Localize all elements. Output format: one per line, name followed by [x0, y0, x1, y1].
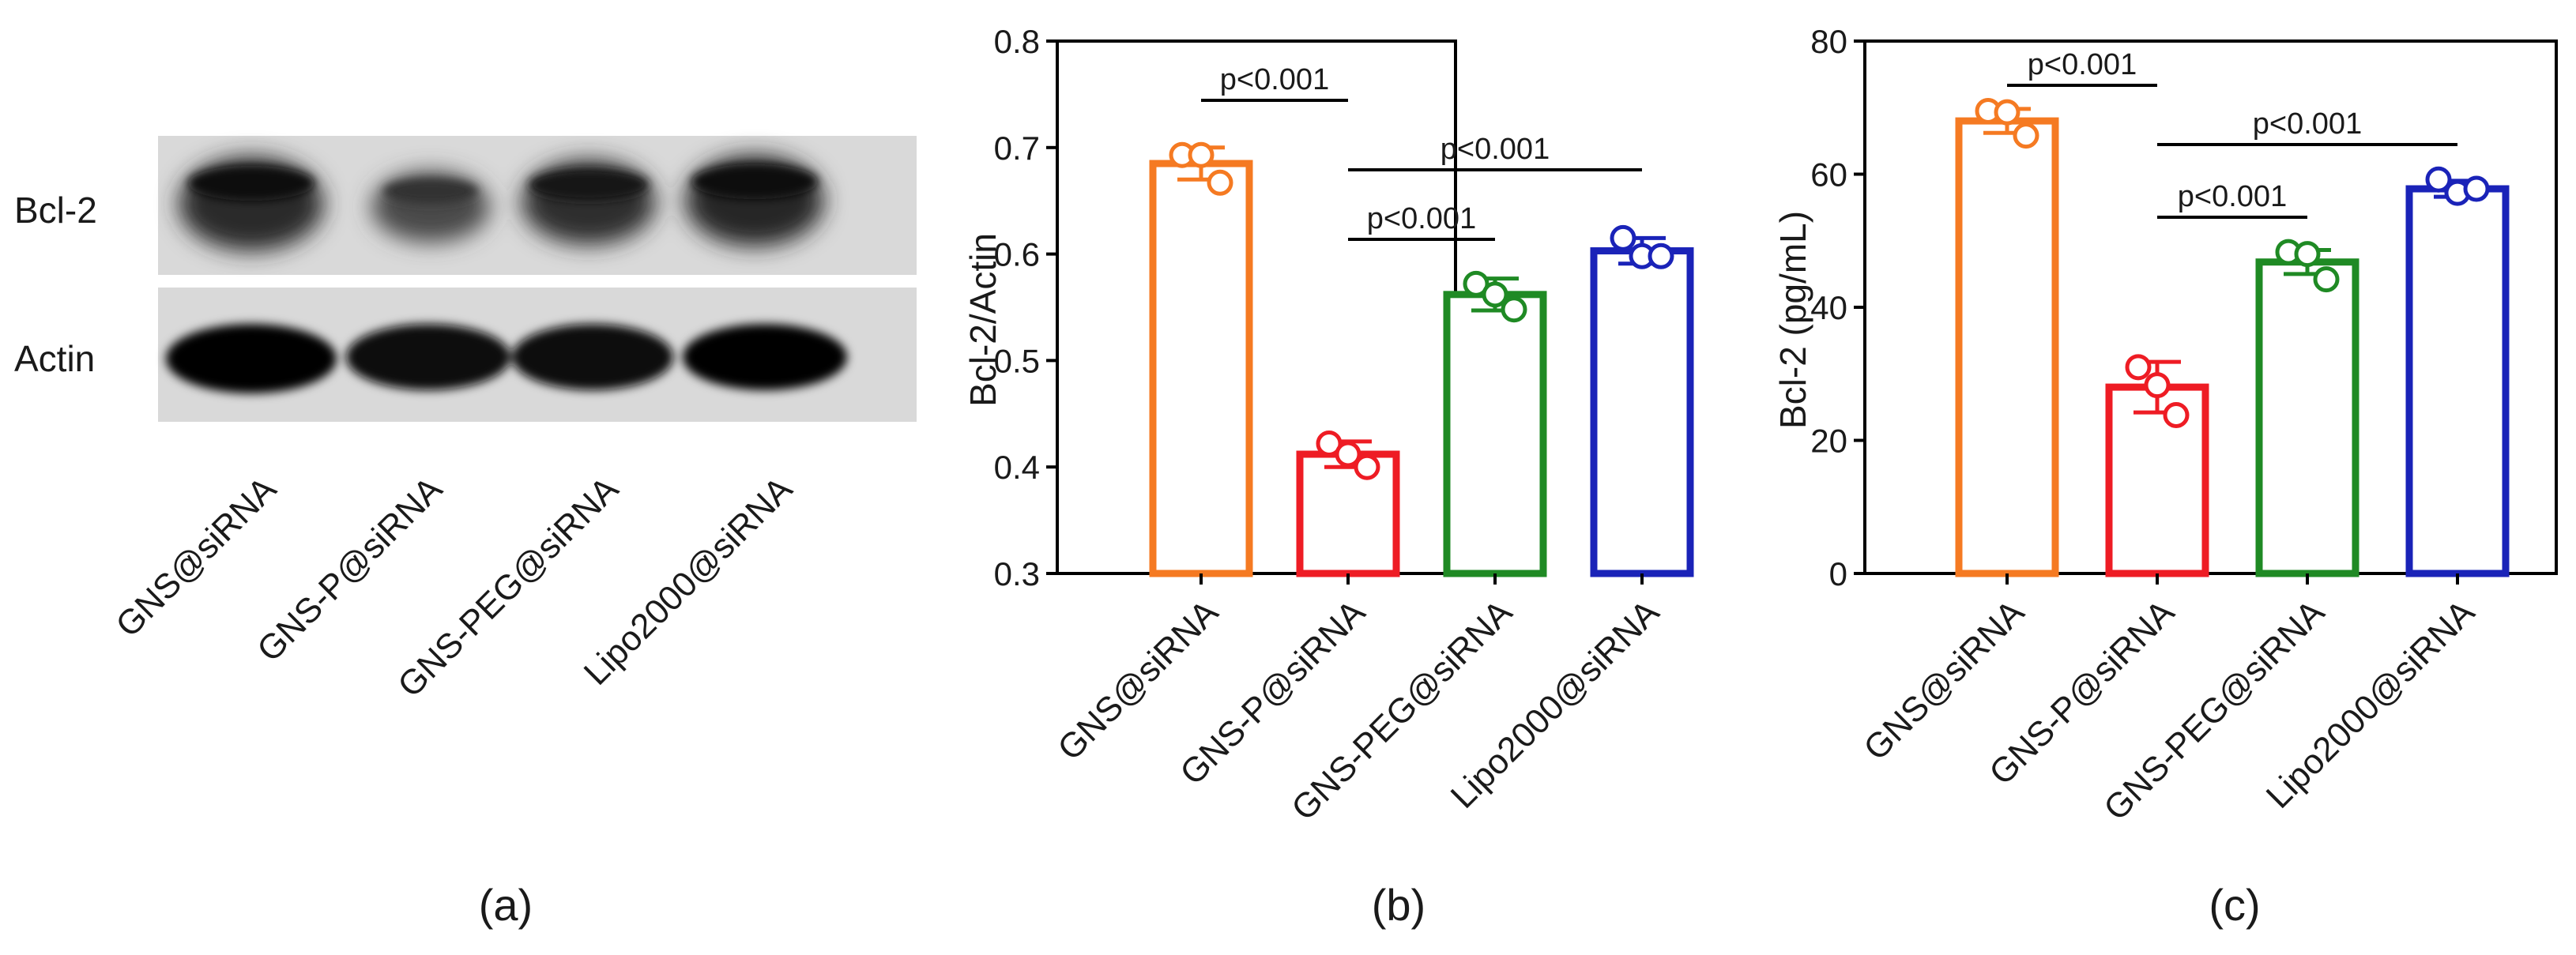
y-tick-label: 0.7 [994, 130, 1040, 167]
significance-label: p<0.001 [1220, 63, 1329, 96]
y-tick-label: 60 [1810, 156, 1847, 194]
bcl2-blot-strip [158, 136, 917, 275]
data-point [1501, 296, 1527, 323]
data-point [1207, 169, 1233, 196]
actin-row-label: Actin [14, 338, 95, 379]
bar [2255, 258, 2359, 577]
data-point [2425, 166, 2452, 193]
plot-area: 020406080GNS@siRNAGNS-P@siRNAGNS-PEG@siR… [1810, 23, 2558, 828]
y-tick-label: 80 [1810, 23, 1847, 60]
data-point [1316, 431, 1343, 457]
y-tick-label: 0.5 [994, 342, 1040, 379]
y-axis-label: Bcl-2/Actin [962, 233, 1004, 407]
y-tick-label: 0.4 [994, 449, 1040, 486]
bar [1590, 247, 1694, 577]
actin-blot-strip [158, 288, 917, 422]
western-blot-panel: Bcl-2 Actin GNS@siRNA GNS-P@siRNA GNS-PE… [14, 136, 917, 930]
data-point [1994, 99, 2021, 126]
data-point [2144, 372, 2171, 399]
panel-b-caption: (b) [1372, 880, 1425, 930]
significance-label: p<0.001 [1441, 133, 1550, 166]
bar [1955, 117, 2059, 577]
data-point [1463, 270, 1489, 297]
data-point [1354, 453, 1380, 480]
significance-label: p<0.001 [1367, 202, 1476, 235]
y-tick-label: 20 [1810, 423, 1847, 460]
data-point [2463, 175, 2490, 202]
bar [2105, 383, 2209, 577]
y-tick-label: 0 [1829, 555, 1847, 592]
data-point [1335, 441, 1361, 468]
bar [1296, 450, 1400, 577]
panel-c-caption: (c) [2209, 880, 2260, 930]
data-point [2313, 266, 2340, 293]
data-point [1610, 224, 1636, 251]
lane-label: GNS@siRNA [108, 469, 284, 645]
data-point [1188, 141, 1215, 168]
y-tick-label: 0.3 [994, 555, 1040, 592]
y-tick-label: 0.8 [994, 23, 1040, 60]
significance-label: p<0.001 [2178, 180, 2287, 213]
panel-a-caption: (a) [479, 880, 533, 930]
y-axis-label: Bcl-2 (pg/mL) [1772, 211, 1813, 429]
bar [2405, 185, 2510, 577]
y-tick-label: 0.6 [994, 236, 1040, 273]
data-point [2125, 354, 2152, 381]
data-point [2013, 122, 2039, 149]
significance-label: p<0.001 [2028, 48, 2137, 81]
data-point [2294, 241, 2321, 268]
data-point [2163, 401, 2190, 428]
bcl2-concentration-bar-chart: Bcl-2 (pg/mL) 020406080GNS@siRNAGNS-P@si… [1772, 23, 2558, 930]
significance-label: p<0.001 [2253, 107, 2362, 141]
data-point [1482, 281, 1508, 308]
plot-area: 0.30.40.50.60.70.8GNS@siRNAGNS-P@siRNAGN… [994, 23, 1694, 828]
bcl2-row-label: Bcl-2 [14, 190, 97, 231]
data-point [1648, 243, 1674, 269]
bcl2-actin-bar-chart: Bcl-2/Actin 0.30.40.50.60.70.8GNS@siRNAG… [962, 23, 1694, 930]
bar [1443, 291, 1547, 577]
bar [1149, 160, 1253, 577]
y-tick-label: 40 [1810, 289, 1847, 326]
